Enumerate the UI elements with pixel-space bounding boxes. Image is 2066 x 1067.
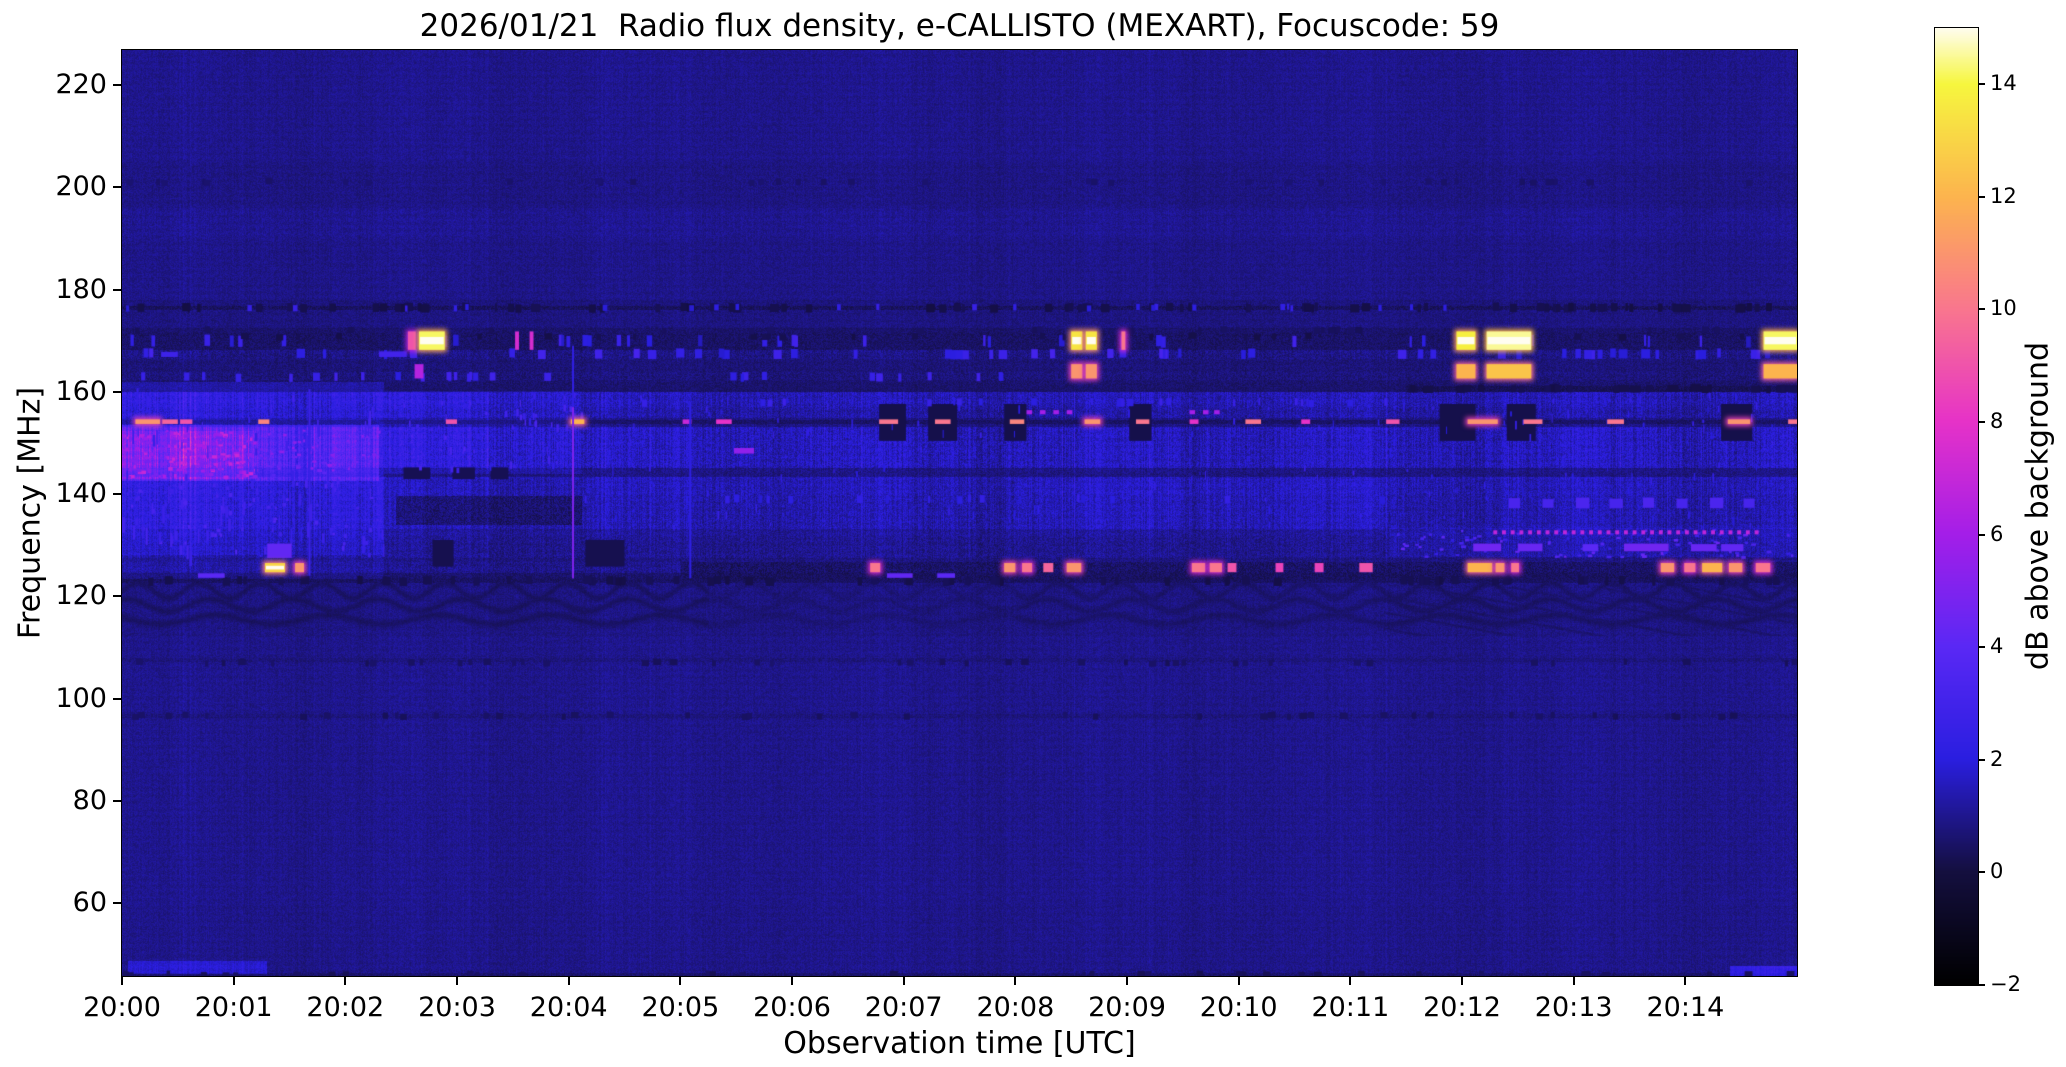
colorbar-tick-label: 4 (1990, 634, 2004, 659)
x-tick-mark (567, 976, 570, 985)
y-tick-mark (113, 186, 122, 189)
chart-title: 2026/01/21 Radio flux density, e-CALLIST… (419, 8, 1500, 44)
x-tick-label: 20:00 (83, 992, 161, 1023)
x-tick-mark (1349, 976, 1352, 985)
colorbar-tick-label: −2 (1990, 972, 2021, 996)
x-tick-label: 20:09 (1088, 992, 1166, 1023)
colorbar-tick-label: 8 (1990, 409, 2004, 434)
y-tick-mark (113, 390, 122, 393)
x-tick-label: 20:02 (306, 992, 385, 1023)
colorbar-tick-mark (1978, 83, 1985, 86)
x-tick-mark (121, 976, 123, 985)
x-tick-mark (902, 976, 905, 985)
y-tick-label: 180 (55, 273, 107, 305)
colorbar-tick-label: 14 (1990, 71, 2017, 96)
x-tick-label: 20:03 (418, 992, 496, 1023)
x-tick-mark (1237, 976, 1240, 985)
x-tick-mark (791, 976, 794, 985)
colorbar-tick-mark (1978, 871, 1985, 874)
x-tick-label: 20:08 (976, 992, 1055, 1023)
x-tick-label: 20:13 (1534, 992, 1613, 1023)
y-tick-mark (113, 84, 122, 86)
colorbar (1934, 27, 1979, 986)
x-tick-mark (1014, 976, 1017, 985)
x-tick-label: 20:14 (1646, 992, 1725, 1023)
x-tick-label: 20:04 (529, 992, 608, 1023)
colorbar-tick-label: 10 (1990, 296, 2017, 321)
y-tick-mark (113, 902, 122, 904)
x-tick-label: 20:12 (1423, 992, 1501, 1023)
colorbar-tick-mark (1978, 421, 1985, 424)
y-axis-label: Frequency [MHz] (12, 386, 48, 640)
x-tick-mark (1126, 976, 1129, 985)
colorbar-tick-label: 12 (1990, 183, 2017, 208)
colorbar-tick-label: 0 (1990, 859, 2004, 884)
y-tick-mark (113, 493, 122, 495)
x-tick-label: 20:06 (753, 992, 831, 1023)
colorbar-tick-mark (1978, 308, 1985, 311)
y-tick-label: 100 (55, 682, 107, 714)
colorbar-tick-mark (1978, 758, 1985, 761)
x-tick-label: 20:01 (194, 992, 273, 1023)
x-tick-mark (1572, 976, 1575, 985)
x-axis-label: Observation time [UTC] (783, 1026, 1136, 1061)
y-tick-label: 220 (55, 69, 107, 100)
x-tick-mark (456, 976, 458, 985)
y-tick-mark (113, 595, 122, 598)
x-tick-mark (1461, 976, 1464, 985)
y-tick-label: 60 (72, 887, 107, 918)
y-tick-label: 160 (55, 375, 107, 407)
colorbar-tick-label: 2 (1990, 746, 2004, 771)
x-tick-mark (232, 976, 235, 985)
x-tick-label: 20:05 (641, 992, 720, 1023)
y-tick-label: 80 (72, 784, 107, 816)
y-tick-label: 200 (55, 171, 107, 203)
y-tick-mark (113, 697, 122, 700)
y-tick-mark (113, 288, 122, 291)
colorbar-label: dB above background (2020, 341, 2056, 671)
colorbar-tick-label: 6 (1990, 521, 2004, 546)
x-tick-label: 20:11 (1311, 992, 1390, 1023)
colorbar-tick-mark (1978, 984, 1985, 986)
y-tick-mark (113, 799, 122, 802)
x-tick-mark (344, 976, 347, 985)
x-tick-label: 20:07 (864, 992, 943, 1023)
y-tick-label: 120 (55, 580, 107, 612)
colorbar-tick-mark (1978, 646, 1985, 649)
x-tick-mark (679, 976, 682, 985)
x-tick-label: 20:10 (1199, 992, 1278, 1023)
x-tick-mark (1684, 976, 1687, 985)
spectrogram-canvas (121, 49, 1798, 977)
colorbar-tick-mark (1978, 533, 1985, 536)
colorbar-tick-mark (1978, 195, 1985, 198)
y-tick-label: 140 (55, 478, 107, 509)
